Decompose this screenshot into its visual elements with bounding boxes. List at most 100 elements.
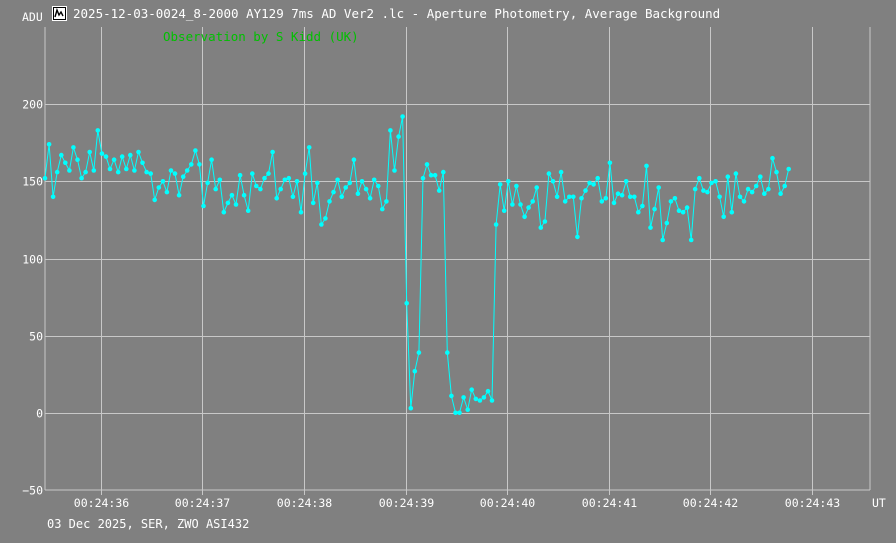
data-point [701, 188, 706, 193]
chart-series [42, 114, 791, 416]
data-point [144, 169, 149, 175]
y-tick-label: 50 [29, 330, 43, 344]
data-point [591, 182, 596, 187]
data-point [465, 407, 471, 413]
data-point [477, 398, 483, 403]
data-point [294, 179, 300, 184]
data-point [774, 169, 779, 175]
lightcurve-app-icon[interactable] [52, 5, 67, 21]
data-point [408, 405, 414, 411]
data-point [717, 194, 722, 200]
x-tick-label: 00:24:36 [74, 496, 129, 510]
data-point [380, 206, 385, 212]
data-point [709, 180, 714, 186]
y-tick-label: 200 [22, 98, 43, 112]
data-point [339, 194, 345, 200]
data-point [396, 134, 401, 139]
data-point [225, 200, 231, 206]
data-point [619, 192, 625, 198]
chart-tick-labels: −50 0 50 100 150 200 00:24:36 00:24:37 00:24:38 0… [22, 98, 840, 511]
data-point [680, 209, 686, 215]
data-point [627, 194, 633, 200]
data-point [575, 234, 580, 240]
data-point [351, 157, 357, 162]
x-tick-label: 00:24:39 [379, 496, 434, 510]
data-point [290, 194, 296, 200]
data-point [95, 128, 101, 133]
y-tick-label: 150 [22, 175, 43, 189]
data-point [193, 148, 198, 153]
x-tick-label: 00:24:41 [582, 496, 637, 510]
data-point [87, 149, 92, 155]
data-point [404, 301, 410, 306]
data-point [436, 188, 442, 193]
data-point [762, 191, 767, 196]
window-title-bar: 2025-12-03-0024_8-2000 AY129 7ms AD Ver2… [52, 4, 720, 22]
y-axis-label: ADU [22, 10, 43, 24]
data-point [148, 171, 153, 176]
data-point [672, 196, 678, 201]
data-point [664, 220, 670, 226]
data-point [510, 202, 515, 207]
data-point [128, 152, 133, 158]
data-point [274, 196, 280, 201]
data-point [729, 209, 735, 215]
data-point [542, 219, 548, 224]
data-point [59, 152, 64, 158]
data-point [501, 208, 507, 213]
data-point [449, 393, 454, 399]
data-point [270, 149, 275, 155]
data-point [745, 186, 751, 192]
data-point [489, 398, 495, 403]
y-tick-label: −50 [22, 484, 43, 498]
data-point [534, 185, 539, 190]
data-point [111, 157, 117, 162]
data-point [481, 395, 487, 400]
data-point [371, 177, 377, 183]
data-point [758, 174, 763, 179]
data-point [428, 172, 434, 178]
data-point [697, 175, 702, 181]
data-point [201, 203, 206, 209]
data-point [530, 199, 535, 204]
data-point [676, 208, 682, 213]
data-point [749, 189, 755, 195]
data-point [152, 197, 157, 203]
data-point [713, 179, 718, 184]
data-point [786, 166, 791, 172]
data-point [595, 175, 600, 181]
data-point [363, 186, 369, 192]
data-point [445, 350, 450, 355]
data-point [644, 163, 649, 169]
data-point [50, 194, 56, 200]
chart-footer: 03 Dec 2025, SER, ZWO ASI432 [47, 517, 250, 531]
chart-gridlines [44, 27, 871, 495]
data-point [648, 225, 653, 230]
data-point [176, 192, 182, 198]
data-point [412, 368, 418, 374]
data-point [323, 216, 328, 221]
data-point [376, 183, 381, 189]
data-point [168, 168, 174, 173]
data-point [302, 171, 308, 176]
data-point [298, 209, 304, 215]
data-point [420, 175, 426, 181]
chart-subtitle: Observation by S Kidd (UK) [163, 29, 359, 44]
data-point [237, 172, 243, 178]
data-point [392, 168, 397, 173]
data-point [388, 128, 393, 133]
data-point [355, 191, 361, 196]
window-title: 2025-12-03-0024_8-2000 AY129 7ms AD Ver2… [73, 5, 721, 21]
y-tick-label: 100 [22, 253, 43, 267]
x-tick-label: 00:24:40 [480, 496, 535, 510]
data-point [262, 175, 267, 181]
data-point [229, 192, 235, 198]
x-axis-label: UT [872, 496, 886, 510]
data-point [217, 177, 223, 183]
data-point [156, 185, 162, 190]
data-point [441, 169, 446, 175]
data-point [250, 171, 255, 176]
data-point [83, 169, 88, 175]
data-point [400, 114, 405, 119]
